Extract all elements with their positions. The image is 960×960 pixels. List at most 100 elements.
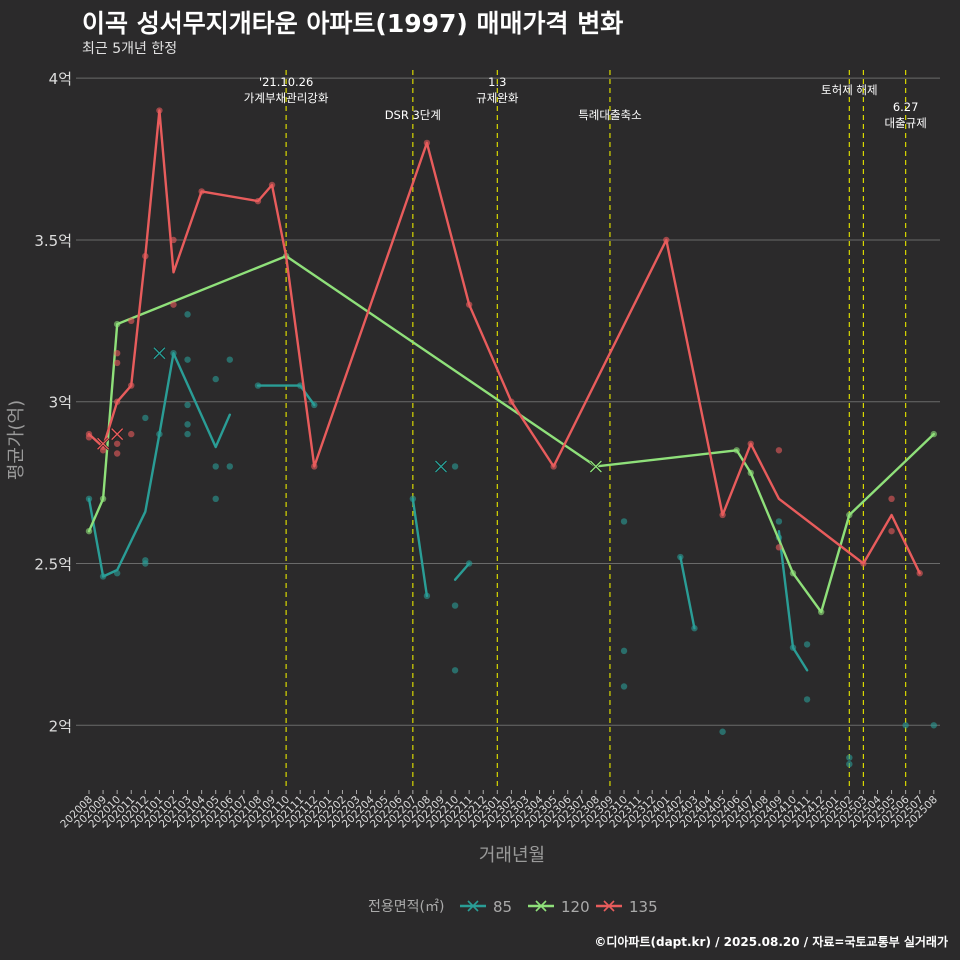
- data-point: [85, 495, 93, 502]
- data-point: [508, 398, 515, 405]
- data-point: [184, 401, 191, 409]
- event-label: 가계부채관리강화: [244, 91, 329, 105]
- data-point: [99, 573, 107, 580]
- data-point: [677, 553, 684, 561]
- data-point: [789, 570, 797, 577]
- x-axis: 2020082020092020102020112020122021012021…: [58, 790, 940, 830]
- data-point: [198, 188, 205, 195]
- data-point: [113, 440, 121, 447]
- legend-marker: [467, 900, 479, 912]
- data-point: [99, 495, 107, 502]
- data-point: [142, 252, 149, 260]
- event-label: 1.3: [488, 75, 506, 89]
- data-point: [902, 722, 909, 729]
- y-tick-label: 2.5억: [34, 556, 72, 574]
- y-tick-label: 3억: [49, 394, 72, 412]
- data-point: [113, 398, 121, 405]
- data-point: [311, 463, 318, 470]
- data-point: [930, 722, 937, 729]
- series-line: [87, 352, 232, 578]
- data-point: [775, 518, 783, 525]
- data-point: [733, 447, 740, 454]
- data-point: [930, 430, 937, 438]
- data-point: [128, 382, 135, 389]
- data-point: [297, 382, 304, 389]
- data-point: [254, 197, 262, 205]
- data-point: [620, 647, 628, 655]
- event-label: 규제완화: [476, 91, 519, 105]
- data-point: [226, 463, 233, 470]
- series-line: [87, 109, 921, 575]
- data-point: [156, 430, 163, 438]
- data-point: [775, 544, 783, 551]
- legend-label: 135: [629, 898, 658, 916]
- legend-title: 전용면적(㎡): [368, 899, 444, 915]
- event-label: 토허제 해제: [821, 83, 878, 97]
- data-point: [465, 301, 473, 308]
- data-point: [184, 421, 191, 428]
- x-marker: [589, 460, 602, 473]
- series-120: [85, 252, 937, 616]
- data-point: [451, 602, 459, 609]
- data-point: [663, 236, 670, 244]
- x-marker: [435, 460, 447, 473]
- data-point: [846, 754, 853, 761]
- data-point: [113, 570, 121, 577]
- data-point: [184, 311, 191, 318]
- data-point: [451, 667, 459, 674]
- data-point: [156, 107, 163, 114]
- data-point: [254, 382, 262, 389]
- data-point: [170, 301, 177, 308]
- x-marker: [97, 437, 110, 450]
- data-point: [170, 236, 177, 244]
- series-layer: [85, 107, 937, 768]
- data-point: [860, 560, 867, 567]
- page-title: 이곡 성서무지개타운 아파트(1997) 매매가격 변화: [82, 9, 624, 38]
- series-135: [85, 107, 923, 577]
- y-tick-label: 2억: [49, 717, 72, 735]
- data-point: [719, 511, 726, 519]
- data-point: [846, 760, 853, 768]
- data-point: [99, 447, 107, 454]
- event-label: DSR 3단계: [385, 108, 441, 122]
- data-point: [85, 527, 93, 535]
- series-line: [87, 254, 935, 614]
- y-tick-label: 4억: [49, 70, 72, 88]
- legend: 전용면적(㎡) 85 120 135: [368, 898, 658, 916]
- data-point: [803, 696, 811, 703]
- data-point: [128, 317, 135, 325]
- data-point: [747, 440, 754, 447]
- series-line: [679, 555, 696, 630]
- data-point: [451, 463, 459, 470]
- event-label: 6.27: [893, 100, 919, 114]
- data-point: [817, 608, 825, 616]
- data-point: [212, 495, 219, 502]
- x-marker: [153, 347, 166, 360]
- data-point: [311, 401, 318, 409]
- data-point: [620, 683, 628, 690]
- series-line: [411, 497, 429, 598]
- y-tick-label: 3.5억: [34, 232, 72, 250]
- series-line: [453, 562, 471, 581]
- data-point: [423, 592, 431, 600]
- grid-lines: [76, 77, 940, 726]
- data-point: [226, 356, 233, 363]
- data-point: [409, 495, 417, 502]
- data-point: [128, 430, 135, 438]
- data-point: [85, 434, 93, 441]
- data-point: [465, 560, 473, 567]
- data-point: [113, 450, 121, 457]
- data-point: [142, 557, 149, 564]
- data-point: [113, 359, 121, 367]
- event-label: 특례대출축소: [578, 108, 641, 122]
- event-label: 대출규제: [884, 116, 926, 130]
- x-marker: [111, 428, 124, 441]
- data-point: [747, 469, 754, 477]
- series-line: [256, 384, 316, 407]
- data-point: [789, 644, 797, 651]
- data-point: [142, 414, 149, 422]
- legend-marker: [603, 900, 615, 912]
- data-point: [803, 641, 811, 648]
